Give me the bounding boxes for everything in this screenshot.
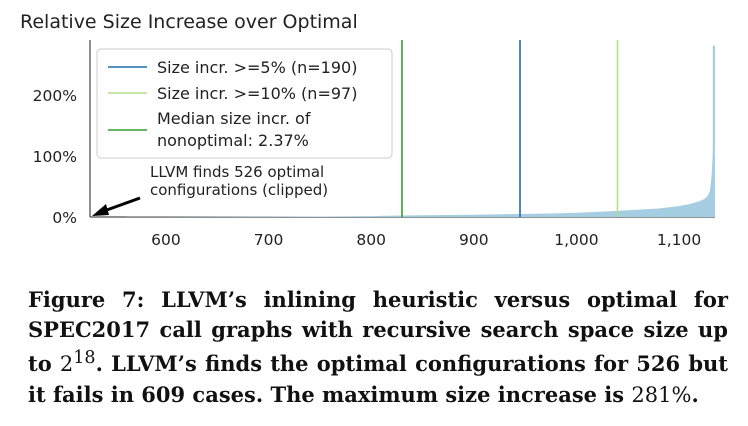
x-tick-label: 600 [151, 231, 181, 249]
x-tick-label: 700 [254, 231, 284, 249]
legend-label-3-line1: Median size incr. of [157, 109, 311, 128]
x-tick-label: 1,000 [554, 231, 598, 249]
caption-max-value: 281% [631, 382, 692, 407]
tick-labels: 600 700 800 900 1,000 1,100 0% 100% 200% [33, 87, 702, 249]
legend: Size incr. >=5% (n=190) Size incr. >=10%… [96, 48, 393, 159]
y-tick-label: 0% [52, 209, 77, 227]
legend-label-1: Size incr. >=5% (n=190) [157, 58, 357, 77]
annotation-arrow-head [92, 204, 109, 216]
caption-part-3: . [691, 381, 699, 407]
caption-part-2: . LLVM’s finds the optimal configuration… [28, 351, 728, 407]
caption-exponent: 18 [73, 348, 96, 368]
chart: Relative Size Increase over Optimal 600 7… [20, 11, 715, 249]
annotation-arrow-shaft [103, 196, 141, 213]
caption-base: 2 [59, 352, 74, 376]
annotation-line-2: configurations (clipped) [150, 181, 328, 199]
max-bar [712, 45, 715, 217]
y-tick-label: 200% [33, 87, 77, 105]
chart-title: Relative Size Increase over Optimal [20, 11, 358, 33]
legend-box [96, 48, 393, 159]
bar-area [91, 45, 715, 217]
x-tick-label: 800 [356, 231, 386, 249]
legend-label-2: Size incr. >=10% (n=97) [157, 84, 357, 103]
y-tick-label: 100% [33, 148, 77, 166]
legend-label-3-line2: nonoptimal: 2.37% [157, 131, 309, 150]
x-tick-label: 900 [459, 231, 489, 249]
figure-caption: Figure 7: LLVM’s inlining heuristic vers… [28, 285, 728, 410]
annotation: LLVM finds 526 optimal configurations (c… [92, 163, 328, 216]
caption-part-1: Figure 7: LLVM’s inlining heuristic vers… [28, 287, 728, 376]
x-tick-label: 1,100 [657, 231, 701, 249]
annotation-line-1: LLVM finds 526 optimal [150, 163, 324, 181]
reference-lines [401, 40, 619, 217]
